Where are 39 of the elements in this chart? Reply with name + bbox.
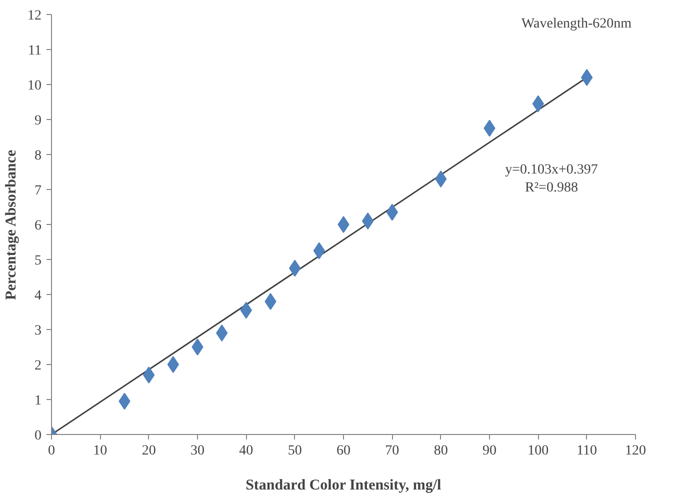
x-tick-label: 90 [482, 444, 496, 458]
y-tick-label: 8 [34, 148, 42, 164]
x-tick-label: 10 [93, 444, 108, 458]
x-tick-label: 40 [239, 444, 254, 458]
y-tick-label: 12 [28, 8, 42, 24]
y-tick-label: 4 [34, 288, 42, 304]
x-tick-label: 30 [190, 444, 204, 458]
x-axis-title: Standard Color Intensity, mg/l [246, 478, 442, 494]
point [581, 69, 593, 86]
y-axis-title: Percentage Absorbance [4, 150, 20, 300]
x-tick-label: 110 [576, 444, 598, 458]
x-tick-label: 60 [336, 444, 350, 458]
point [216, 324, 228, 342]
point [435, 170, 447, 188]
y-tick-label: 6 [34, 218, 42, 234]
y-tick-label: 10 [28, 78, 42, 94]
y-tick-label: 5 [34, 254, 42, 268]
x-tick-label: 120 [625, 444, 646, 458]
point [362, 212, 374, 230]
point [264, 293, 276, 310]
y-tick-label: 0 [34, 428, 42, 444]
point [167, 356, 179, 373]
y-tick-label: 3 [34, 324, 42, 338]
y-tick-label: 9 [34, 114, 42, 128]
y-tick-label: 7 [34, 184, 42, 198]
y-tick-label: 2 [34, 358, 42, 374]
point [143, 366, 155, 384]
x-tick-label: 50 [288, 444, 302, 458]
point [338, 216, 350, 233]
x-tick-label: 100 [528, 444, 549, 458]
y-tick-label: 11 [28, 44, 42, 58]
annotation: y=0.103x+0.397 R²=0.988 [505, 162, 598, 196]
point [192, 338, 204, 356]
x-tick-label: 70 [385, 444, 400, 458]
x-tick-label: 0 [48, 444, 55, 458]
y-tick-label: 1 [34, 394, 42, 408]
annotation: Wavelength-620nm [521, 16, 632, 32]
x-tick-label: 20 [142, 444, 156, 458]
x-tick-label: 80 [434, 444, 448, 458]
